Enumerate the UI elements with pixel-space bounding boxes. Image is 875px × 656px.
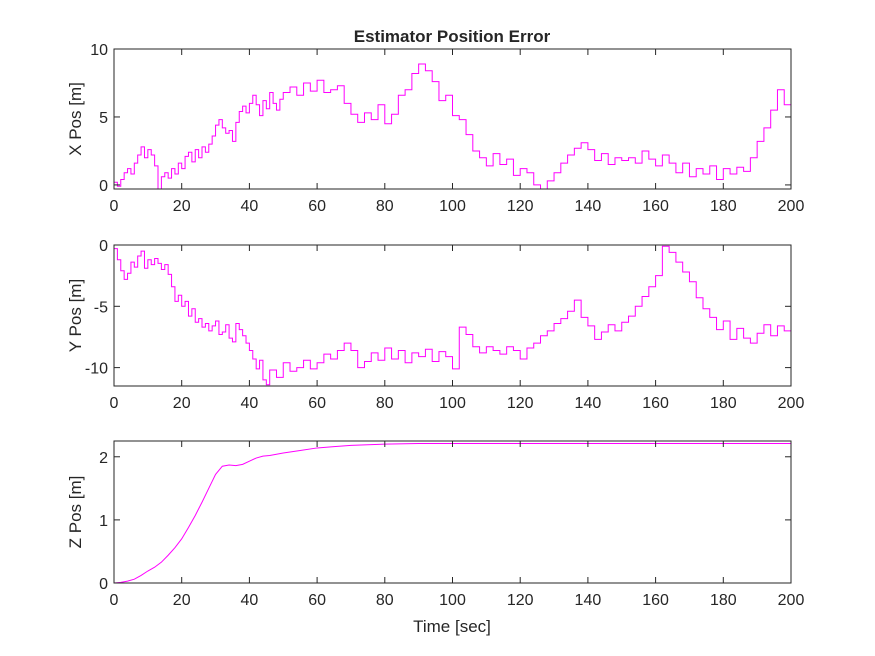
z-x-tick-label: 140: [575, 592, 602, 609]
x-y-tick-label: 0: [99, 178, 108, 195]
y-y-axis-label: Y Pos [m]: [66, 279, 85, 352]
z-y-tick-label: 2: [99, 450, 108, 467]
y-x-tick-label: 40: [241, 395, 259, 412]
z-y-axis-label: Z Pos [m]: [66, 476, 85, 549]
x-x-tick-label: 40: [241, 198, 259, 215]
x-x-tick-label: 0: [110, 198, 119, 215]
x-y-tick-label: 10: [90, 42, 108, 59]
y-y-tick-label: -5: [94, 299, 108, 316]
y-y-tick-label: 0: [99, 238, 108, 255]
z-x-tick-label: 200: [778, 592, 805, 609]
y-x-tick-label: 20: [173, 395, 191, 412]
x-axis-label: Time [sec]: [413, 617, 491, 636]
y-x-tick-label: 180: [710, 395, 737, 412]
z-x-tick-label: 80: [376, 592, 394, 609]
x-x-tick-label: 120: [507, 198, 534, 215]
y-x-tick-label: 60: [308, 395, 326, 412]
x-x-tick-label: 140: [575, 198, 602, 215]
x-position-axes: 0 20 40 60 80 100 120 140 160 180 200 0 5 10 X Pos [m]: [66, 42, 804, 215]
y-x-tick-label: 200: [778, 395, 805, 412]
z-x-tick-label: 40: [241, 592, 259, 609]
x-x-tick-label: 20: [173, 198, 191, 215]
y-series-line-0: [114, 245, 791, 386]
x-x-tick-label: 80: [376, 198, 394, 215]
z-x-tick-label: 100: [439, 592, 466, 609]
figure-title: Estimator Position Error: [354, 27, 551, 46]
x-y-tick-label: 5: [99, 110, 108, 127]
y-x-tick-label: 120: [507, 395, 534, 412]
y-x-tick-label: 80: [376, 395, 394, 412]
z-x-tick-label: 180: [710, 592, 737, 609]
y-position-axes: 0 20 40 60 80 100 120 140 160 180 200 -10 -5 0 Y Pos […: [66, 238, 804, 412]
z-x-tick-label: 0: [110, 592, 119, 609]
y-x-tick-label: 160: [642, 395, 669, 412]
z-x-tick-label: 20: [173, 592, 191, 609]
z-x-tick-label: 60: [308, 592, 326, 609]
z-y-tick-label: 0: [99, 576, 108, 593]
x-x-tick-label: 160: [642, 198, 669, 215]
y-x-tick-label: 140: [575, 395, 602, 412]
z-y-tick-label: 1: [99, 513, 108, 530]
x-x-tick-label: 100: [439, 198, 466, 215]
z-x-tick-label: 120: [507, 592, 534, 609]
y-x-tick-label: 100: [439, 395, 466, 412]
x-y-axis-label: X Pos [m]: [66, 82, 85, 156]
z-position-axes: 0 20 40 60 80 100 120 140 160 180 200 0 1 2 Z Pos [m]: [66, 440, 805, 609]
x-x-tick-label: 60: [308, 198, 326, 215]
x-plot-area: [114, 49, 791, 189]
z-series-line-0: [114, 443, 791, 583]
x-x-tick-label: 180: [710, 198, 737, 215]
x-series-line-0: [114, 63, 791, 189]
y-x-tick-label: 0: [110, 395, 119, 412]
z-x-tick-label: 160: [642, 592, 669, 609]
y-y-tick-label: -10: [85, 361, 108, 378]
z-plot-area: [114, 441, 791, 583]
x-x-tick-label: 200: [778, 198, 805, 215]
